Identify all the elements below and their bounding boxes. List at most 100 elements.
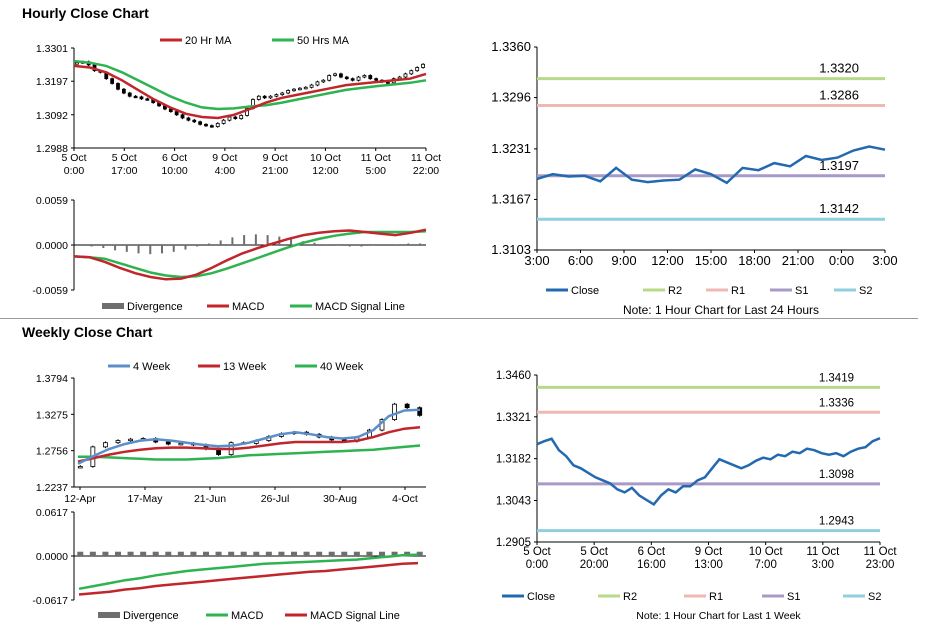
- hourly-price-y-tick-label: 1.3092: [36, 110, 68, 122]
- weekly-price-candle-body: [165, 441, 171, 445]
- hourly-price-x-tick-label: 10:00: [161, 165, 187, 177]
- weekly-levels-x-tick-label: 23:00: [866, 559, 895, 571]
- hourly-section-title: Hourly Close Chart: [22, 5, 149, 21]
- hourly-price-candle-body: [75, 62, 79, 65]
- weekly-levels-y-tick-label: 1.3460: [496, 370, 531, 382]
- hourly-price-candle-body: [256, 95, 261, 100]
- weekly-levels-y-tick-label: 1.3182: [496, 454, 531, 466]
- weekly-macd-divergence-bar: [366, 551, 373, 556]
- hourly-price-x-tick-label: 6 Oct: [162, 152, 187, 164]
- weekly-price-y-tick-label: 1.2237: [36, 482, 68, 494]
- weekly-levels-x-tick-label: 0:00: [526, 559, 548, 571]
- weekly-price-candle-body: [417, 407, 423, 416]
- hourly-price-x-tick-label: 9 Oct: [212, 152, 237, 164]
- weekly-macd-divergence-bar: [278, 551, 285, 556]
- hourly-price-x-tick-label: 17:00: [111, 165, 137, 177]
- hourly-levels-legend-label: Close: [571, 285, 599, 297]
- weekly-macd-divergence-bar: [291, 551, 297, 556]
- weekly-macd-divergence-bar: [391, 551, 398, 556]
- hourly-price-candle-body: [221, 119, 226, 124]
- hourly-price-candle-body: [268, 95, 273, 99]
- hourly-price-candle-body: [292, 88, 296, 92]
- weekly-price-candle-body: [404, 403, 410, 409]
- hourly-price-candle-body: [368, 75, 373, 80]
- hourly-levels-legend-label: S2: [859, 285, 872, 297]
- hourly-levels-note: Note: 1 Hour Chart for Last 24 Hours: [623, 303, 819, 317]
- hourly-price-x-tick-label: 9 Oct: [263, 152, 288, 164]
- hourly-price-candle-body: [286, 90, 291, 94]
- weekly-price-candle-body: [392, 403, 397, 420]
- hourly-macd-series-line: [73, 228, 427, 281]
- hourly-levels-legend-label: R2: [668, 285, 682, 297]
- weekly-macd-divergence-bar: [341, 551, 348, 556]
- weekly-levels-legend-label: R2: [623, 591, 637, 603]
- weekly-macd-divergence-bar: [165, 551, 172, 556]
- hourly-price-y-tick-label: 1.3197: [36, 76, 68, 88]
- hourly-price-candle-body: [192, 119, 197, 123]
- weekly-macd-divergence-bar: [240, 551, 247, 556]
- weekly-levels-close-line: [536, 437, 881, 507]
- weekly-macd-divergence-bar: [140, 551, 147, 556]
- weekly-macd-divergence-bar: [115, 551, 121, 556]
- hourly-levels-x-tick-label: 9:00: [611, 253, 636, 268]
- hourly-price-candle-body: [350, 78, 355, 81]
- weekly-macd-legend-label: Divergence: [123, 610, 179, 622]
- hourly-levels-x-tick-label: 6:00: [568, 253, 593, 268]
- weekly-levels-x-tick-label: 6 Oct: [638, 546, 666, 558]
- weekly-macd-series-line: [78, 561, 419, 596]
- hourly-price-series-line: [73, 64, 427, 120]
- weekly-price-legend-label: 40 Week: [320, 361, 364, 373]
- hourly-price-candle-body: [339, 73, 343, 78]
- hourly-price-legend-label: 20 Hr MA: [185, 35, 232, 47]
- weekly-levels-y-tick-label: 1.2905: [496, 537, 531, 549]
- weekly-macd-divergence-bar: [127, 551, 134, 556]
- weekly-macd-divergence-bar: [89, 551, 96, 556]
- weekly-levels-x-tick-label: 16:00: [637, 559, 666, 571]
- hourly-price-x-tick-label: 22:00: [413, 165, 439, 177]
- weekly-levels-x-tick-label: 11 Oct: [863, 546, 897, 558]
- hourly-macd-y-tick-label: 0.0059: [36, 195, 68, 207]
- hourly-levels-level-label: 1.3286: [819, 87, 859, 102]
- weekly-levels-level-label: 1.3098: [819, 469, 854, 481]
- weekly-price-x-tick-label: 21-Jun: [194, 493, 226, 505]
- hourly-price-candle-body: [116, 83, 120, 90]
- weekly-price-candle-body: [178, 442, 184, 446]
- weekly-macd-divergence-bar: [77, 551, 84, 556]
- hourly-price-candle-body: [421, 63, 425, 68]
- hourly-levels-x-tick-label: 15:00: [695, 253, 728, 268]
- weekly-price-series-line: [77, 408, 421, 465]
- weekly-macd-divergence-bar: [228, 551, 235, 556]
- weekly-macd-divergence-bar: [215, 551, 222, 556]
- weekly-macd-legend-label: MACD Signal Line: [310, 610, 400, 622]
- weekly-levels-level-label: 1.3336: [819, 397, 854, 409]
- hourly-macd-legend-swatch: [102, 303, 124, 309]
- hourly-price-legend-label: 50 Hrs MA: [297, 35, 350, 47]
- hourly-levels-x-tick-label: 12:00: [651, 253, 684, 268]
- hourly-price-candle-body: [374, 78, 379, 81]
- weekly-price-legend-label: 13 Week: [223, 361, 267, 373]
- weekly-macd-legend-swatch: [98, 612, 120, 618]
- hourly-macd-y-tick-label: 0.0000: [36, 240, 68, 252]
- weekly-levels-x-tick-label: 3:00: [812, 559, 834, 571]
- weekly-macd-divergence-bar: [328, 551, 335, 556]
- hourly-price-candle-body: [280, 92, 285, 96]
- hourly-price-candle-body: [139, 96, 144, 100]
- hourly-price-candle-body: [198, 121, 203, 125]
- weekly-macd-divergence-bar: [265, 551, 272, 556]
- hourly-macd-legend-label: Divergence: [127, 301, 183, 313]
- weekly-macd-y-tick-label: -0.0617: [32, 595, 68, 607]
- weekly-price-legend-label: 4 Week: [133, 361, 171, 373]
- hourly-price-candle-body: [215, 122, 220, 127]
- hourly-price-x-tick-label: 11 Oct: [411, 152, 441, 164]
- hourly-macd-y-tick-label: -0.0059: [32, 285, 68, 297]
- weekly-price-candle-body: [77, 466, 83, 469]
- hourly-price-x-tick-label: 4:00: [215, 165, 236, 177]
- hourly-price-series-line: [73, 59, 427, 111]
- weekly-macd-divergence-bar: [152, 551, 159, 556]
- hourly-price-candle-body: [121, 88, 126, 94]
- hourly-levels-legend-label: S1: [795, 285, 808, 297]
- hourly-levels-x-tick-label: 21:00: [782, 253, 815, 268]
- weekly-levels-x-tick-label: 13:00: [694, 559, 723, 571]
- hourly-price-candle-body: [233, 116, 238, 120]
- weekly-macd-divergence-bar: [353, 551, 360, 556]
